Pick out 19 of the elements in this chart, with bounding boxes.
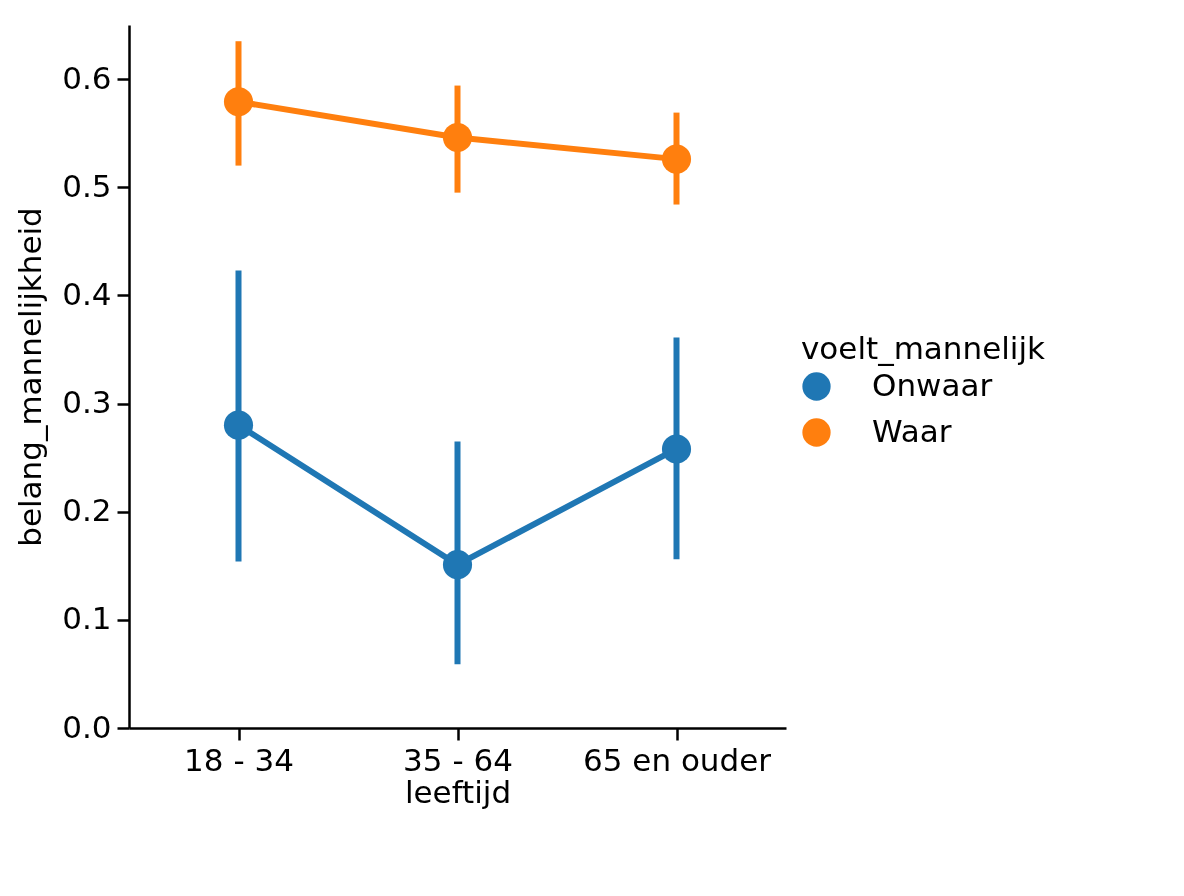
point [223,410,254,440]
y-tick-label: 0.5 [62,167,112,204]
y-axis-title: belang_mannelijkheid [12,207,49,547]
y-tick-label: 0.4 [62,275,112,312]
legend-label: Waar [872,412,952,449]
legend-label: Onwaar [872,366,993,403]
point [661,434,692,464]
x-tick-label: 18 - 34 [184,741,294,778]
y-tick-label: 0.0 [62,708,112,745]
y-tick-label: 0.2 [62,492,112,529]
point [661,144,692,174]
y-tick-label: 0.3 [62,384,112,421]
y-tick-label: 0.6 [62,59,112,96]
x-tick-label: 65 en ouder [583,741,772,778]
point [223,87,254,117]
point [442,122,473,153]
point [442,550,473,580]
y-tick-label: 0.1 [62,600,112,637]
legend-title: voelt_mannelijk [801,330,1046,366]
